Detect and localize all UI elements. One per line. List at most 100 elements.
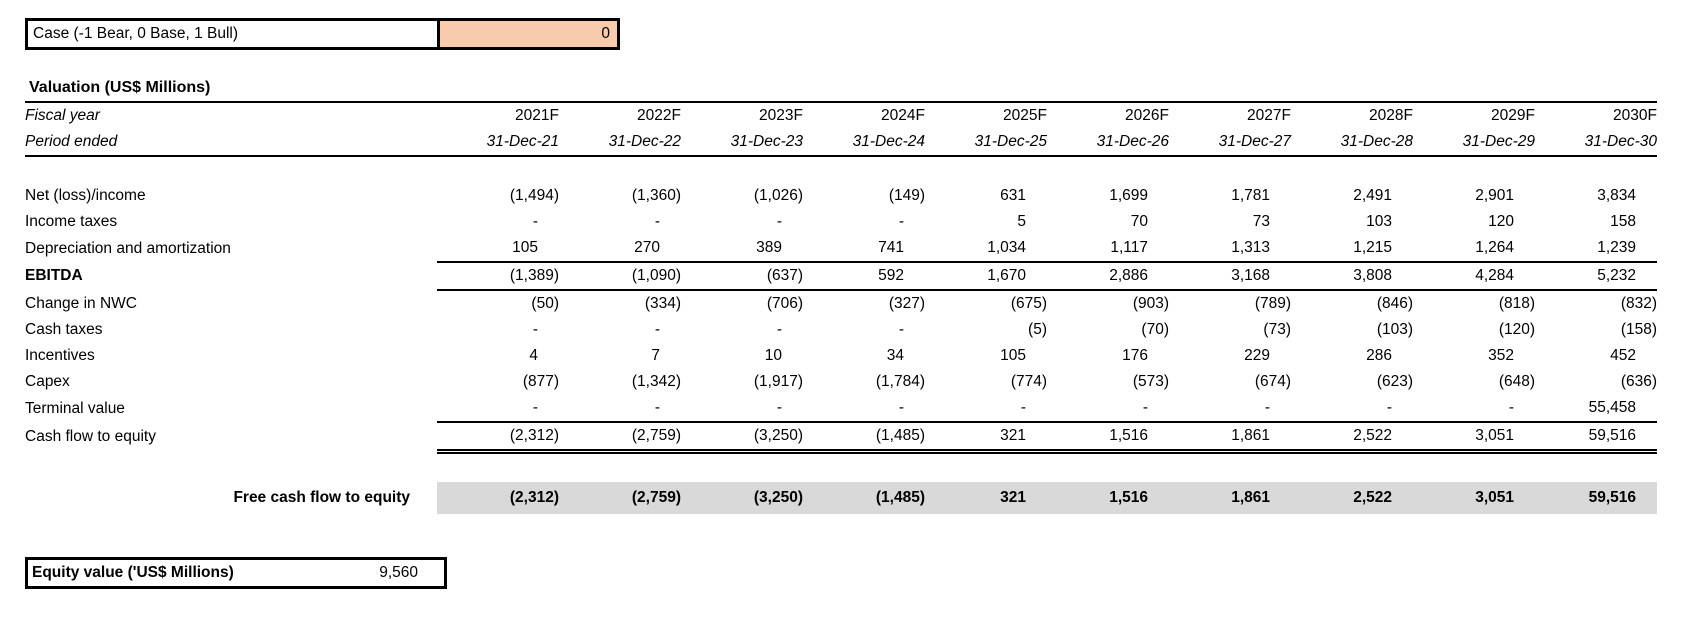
summary-value-cell[interactable]: 1,861 (1169, 482, 1291, 514)
summary-value-cell[interactable]: 2,522 (1291, 482, 1413, 514)
value-cell[interactable]: 229 (1244, 347, 1270, 364)
value-cell[interactable]: - (898, 213, 904, 230)
value-cell[interactable]: 10 (764, 347, 782, 364)
value-cell[interactable]: (334) (644, 295, 681, 312)
summary-value-cell[interactable]: 3,051 (1413, 482, 1535, 514)
value-cell[interactable]: - (654, 213, 660, 230)
fiscal-year-cell[interactable]: 2028F (1369, 107, 1413, 124)
value-cell[interactable]: 1,239 (1597, 239, 1636, 256)
row-label-cell[interactable]: Cash flow to equity (25, 427, 156, 445)
fiscal-year-cell[interactable]: 2025F (1003, 107, 1047, 124)
fiscal-year-label[interactable]: Fiscal year (25, 107, 100, 124)
row-label-cell[interactable]: Incentives (25, 347, 95, 364)
value-cell[interactable]: 2,522 (1291, 421, 1413, 454)
summary-label-cell[interactable]: Free cash flow to equity (233, 489, 410, 506)
value-cell[interactable]: (623) (1376, 373, 1413, 390)
value-cell[interactable]: (158) (1620, 321, 1657, 338)
fiscal-year-cell[interactable]: 2029F (1491, 107, 1535, 124)
value-cell[interactable]: - (1508, 399, 1514, 416)
value-cell[interactable]: (70) (1141, 321, 1169, 338)
value-cell[interactable]: (636) (1620, 373, 1657, 390)
value-cell[interactable]: 4,284 (1413, 261, 1535, 291)
period-ended-cell[interactable]: 31-Dec-27 (1218, 133, 1291, 150)
fiscal-year-cell[interactable]: 2022F (637, 107, 681, 124)
value-cell[interactable]: (1,090) (559, 261, 681, 291)
value-cell[interactable]: (50) (531, 295, 559, 312)
value-cell[interactable]: (706) (766, 295, 803, 312)
fiscal-year-cell[interactable]: 2024F (881, 107, 925, 124)
value-cell[interactable]: 70 (1130, 213, 1148, 230)
value-cell[interactable]: - (532, 213, 538, 230)
row-label-cell[interactable]: Depreciation and amortization (25, 239, 231, 257)
value-cell[interactable]: 270 (634, 239, 660, 256)
row-label-cell[interactable]: Terminal value (25, 399, 125, 417)
value-cell[interactable]: (675) (1010, 295, 1047, 312)
value-cell[interactable]: 5 (1017, 213, 1026, 230)
value-cell[interactable]: - (654, 399, 660, 416)
fiscal-year-cell[interactable]: 2030F (1613, 107, 1657, 124)
fiscal-year-cell[interactable]: 2027F (1247, 107, 1291, 124)
value-cell[interactable]: 1,516 (1047, 421, 1169, 454)
value-cell[interactable]: - (532, 321, 538, 338)
value-cell[interactable]: - (1264, 399, 1270, 416)
period-ended-cell[interactable]: 31-Dec-29 (1462, 133, 1535, 150)
value-cell[interactable]: 2,901 (1475, 187, 1514, 204)
period-ended-cell[interactable]: 31-Dec-23 (730, 133, 803, 150)
value-cell[interactable]: 73 (1252, 213, 1270, 230)
value-cell[interactable]: (877) (522, 373, 559, 390)
value-cell[interactable]: (1,026) (753, 187, 803, 204)
period-ended-cell[interactable]: 31-Dec-26 (1096, 133, 1169, 150)
case-input-cell[interactable]: 0 (437, 21, 617, 47)
row-label-cell[interactable]: Net (loss)/income (25, 187, 146, 204)
value-cell[interactable]: 592 (803, 261, 925, 291)
value-cell[interactable]: 286 (1366, 347, 1392, 364)
value-cell[interactable]: - (898, 399, 904, 416)
value-cell[interactable]: 158 (1610, 213, 1636, 230)
value-cell[interactable]: (1,494) (509, 187, 559, 204)
value-cell[interactable]: (1,342) (631, 373, 681, 390)
value-cell[interactable]: (1,784) (875, 373, 925, 390)
value-cell[interactable]: 59,516 (1535, 421, 1657, 454)
summary-value-cell[interactable]: 1,516 (1047, 482, 1169, 514)
value-cell[interactable]: - (1020, 399, 1026, 416)
value-cell[interactable]: 1,215 (1353, 239, 1392, 256)
value-cell[interactable]: - (898, 321, 904, 338)
value-cell[interactable]: 389 (756, 239, 782, 256)
value-cell[interactable]: 103 (1366, 213, 1392, 230)
value-cell[interactable]: 3,051 (1413, 421, 1535, 454)
value-cell[interactable]: 2,491 (1353, 187, 1392, 204)
value-cell[interactable]: - (532, 399, 538, 416)
value-cell[interactable]: 1,034 (987, 239, 1026, 256)
summary-value-cell[interactable]: (3,250) (681, 482, 803, 514)
period-ended-cell[interactable]: 31-Dec-22 (608, 133, 681, 150)
value-cell[interactable]: 5,232 (1535, 261, 1657, 291)
value-cell[interactable]: 105 (1000, 347, 1026, 364)
value-cell[interactable]: - (1386, 399, 1392, 416)
row-label-cell[interactable]: EBITDA (25, 267, 83, 284)
value-cell[interactable]: 34 (886, 347, 904, 364)
value-cell[interactable]: (5) (1028, 321, 1047, 338)
value-cell[interactable]: 4 (529, 347, 538, 364)
value-cell[interactable]: 1,264 (1475, 239, 1514, 256)
value-cell[interactable]: (846) (1376, 295, 1413, 312)
summary-value-cell[interactable]: 321 (925, 482, 1047, 514)
value-cell[interactable]: 352 (1488, 347, 1514, 364)
value-cell[interactable]: 3,834 (1597, 187, 1636, 204)
fiscal-year-cell[interactable]: 2026F (1125, 107, 1169, 124)
value-cell[interactable]: - (776, 321, 782, 338)
row-label-cell[interactable]: Capex (25, 373, 70, 390)
value-cell[interactable]: - (776, 213, 782, 230)
value-cell[interactable]: (789) (1254, 295, 1291, 312)
period-ended-cell[interactable]: 31-Dec-30 (1584, 133, 1657, 150)
value-cell[interactable]: 631 (1000, 187, 1026, 204)
value-cell[interactable]: 55,458 (1588, 399, 1636, 416)
summary-value-cell[interactable]: (2,759) (559, 482, 681, 514)
fiscal-year-cell[interactable]: 2023F (759, 107, 803, 124)
value-cell[interactable]: 105 (512, 239, 538, 256)
value-cell[interactable]: 1,699 (1109, 187, 1148, 204)
row-label-cell[interactable]: Cash taxes (25, 321, 103, 338)
value-cell[interactable]: (832) (1620, 295, 1657, 312)
value-cell[interactable]: (1,360) (631, 187, 681, 204)
value-cell[interactable]: 741 (878, 239, 904, 256)
value-cell[interactable]: (648) (1498, 373, 1535, 390)
